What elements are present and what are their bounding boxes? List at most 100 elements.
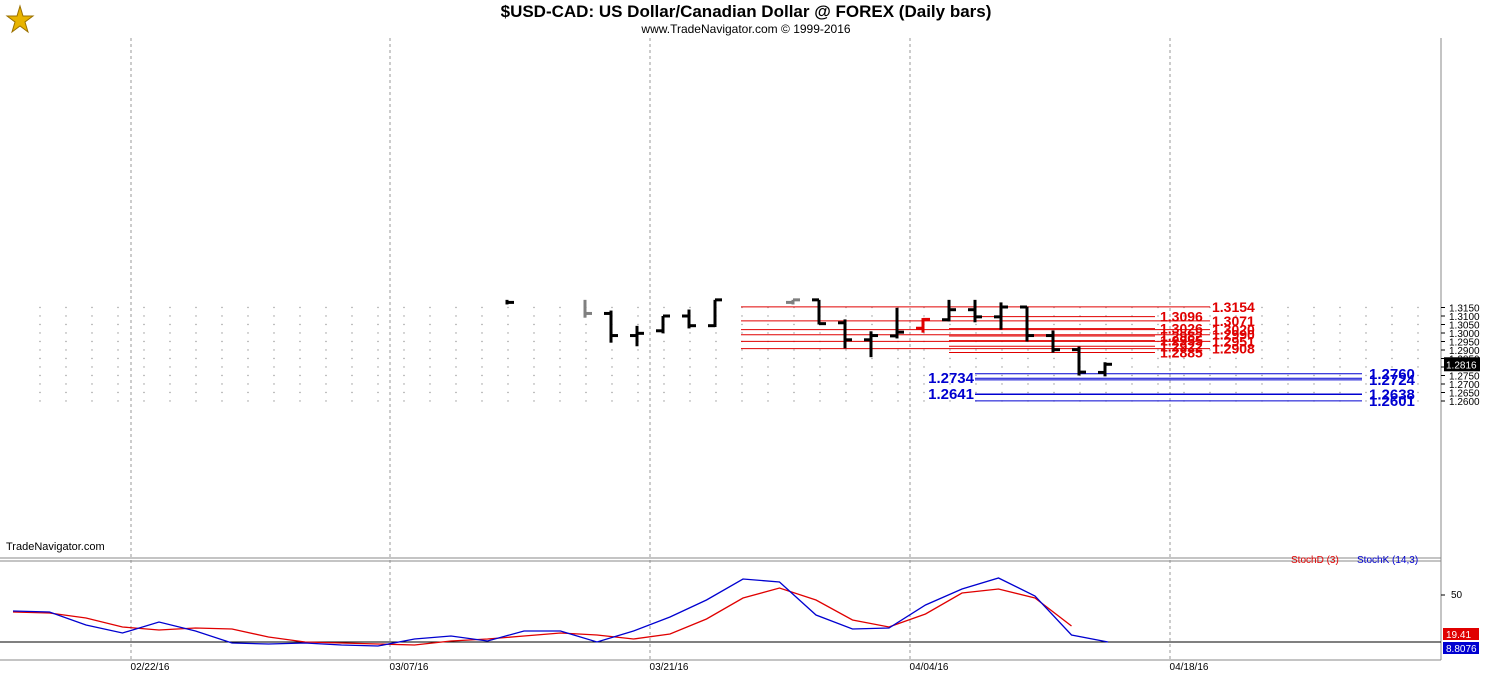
grid-dot — [663, 340, 665, 343]
grid-dot — [429, 306, 431, 309]
grid-dot — [507, 357, 509, 360]
grid-dot — [611, 306, 613, 309]
grid-dot — [1261, 366, 1263, 368]
grid-dot — [507, 332, 509, 334]
grid-dot — [1183, 366, 1185, 368]
grid-dot — [1287, 349, 1289, 351]
grid-dot — [1261, 340, 1263, 343]
grid-dot — [1131, 349, 1133, 351]
grid-dot — [1209, 366, 1211, 368]
grid-dot — [585, 340, 587, 343]
x-tick-label: 04/04/16 — [910, 662, 949, 673]
grid-dot — [351, 332, 353, 334]
grid-dot — [611, 366, 613, 368]
grid-dot — [793, 383, 795, 385]
grid-dot — [91, 340, 93, 343]
grid-dot — [741, 383, 743, 385]
grid-dot — [559, 349, 561, 351]
grid-dot — [663, 349, 665, 351]
stoch-last-label: 19.41 — [1446, 630, 1471, 641]
grid-dot — [273, 323, 275, 326]
grid-dot — [663, 306, 665, 309]
grid-dot — [273, 315, 275, 317]
grid-dot — [715, 349, 717, 351]
grid-dot — [65, 374, 67, 377]
grid-dot — [1183, 323, 1185, 326]
grid-dot — [793, 315, 795, 317]
grid-dot — [1417, 391, 1419, 394]
grid-dot — [559, 400, 561, 402]
grid-dot — [1391, 340, 1393, 343]
grid-dot — [481, 315, 483, 317]
grid-dot — [1287, 340, 1289, 343]
grid-dot — [767, 315, 769, 317]
grid-dot — [351, 357, 353, 360]
grid-dot — [117, 340, 119, 343]
grid-dot — [1391, 374, 1393, 377]
grid-dot — [117, 306, 119, 309]
grid-dot — [1157, 383, 1159, 385]
grid-dot — [897, 391, 899, 394]
grid-dot — [793, 323, 795, 326]
stoch-last-box — [1443, 642, 1479, 654]
grid-dot — [689, 374, 691, 377]
grid-dot — [1339, 323, 1341, 326]
x-tick-label: 02/22/16 — [131, 662, 170, 673]
grid-dot — [221, 383, 223, 385]
grid-dot — [871, 357, 873, 360]
grid-dot — [91, 306, 93, 309]
grid-dot — [923, 357, 925, 360]
grid-dot — [143, 340, 145, 343]
grid-dot — [1209, 349, 1211, 351]
grid-dot — [845, 315, 847, 317]
grid-dot — [897, 349, 899, 351]
grid-dot — [507, 306, 509, 309]
grid-dot — [585, 349, 587, 351]
grid-dot — [741, 374, 743, 377]
grid-dot — [689, 340, 691, 343]
y-tick-label: 1.2950 — [1449, 338, 1480, 349]
grid-dot — [1131, 366, 1133, 368]
grid-dot — [1339, 332, 1341, 334]
grid-dot — [325, 340, 327, 343]
grid-dot — [663, 374, 665, 377]
grid-dot — [195, 374, 197, 377]
grid-dot — [1313, 315, 1315, 317]
grid-dot — [1131, 391, 1133, 394]
grid-dot — [1313, 306, 1315, 309]
grid-dot — [871, 383, 873, 385]
grid-dot — [715, 332, 717, 334]
grid-dot — [169, 315, 171, 317]
grid-dot — [377, 383, 379, 385]
grid-dot — [1053, 391, 1055, 394]
grid-dot — [455, 391, 457, 394]
grid-dot — [299, 374, 301, 377]
grid-dot — [143, 349, 145, 351]
grid-dot — [1391, 349, 1393, 351]
grid-dot — [845, 383, 847, 385]
grid-dot — [1131, 374, 1133, 377]
grid-dot — [1209, 374, 1211, 377]
grid-dot — [1287, 315, 1289, 317]
grid-dot — [325, 366, 327, 368]
grid-dot — [1287, 391, 1289, 394]
grid-dot — [949, 323, 951, 326]
grid-dot — [1417, 332, 1419, 334]
grid-dot — [1027, 357, 1029, 360]
level-label: 1.2951 — [1212, 333, 1255, 349]
grid-dot — [1209, 383, 1211, 385]
grid-dot — [481, 383, 483, 385]
grid-dot — [39, 383, 41, 385]
grid-dot — [1001, 366, 1003, 368]
grid-dot — [403, 315, 405, 317]
grid-dot — [1287, 366, 1289, 368]
grid-dot — [403, 332, 405, 334]
grid-dot — [663, 400, 665, 402]
grid-dot — [247, 323, 249, 326]
grid-dot — [1027, 391, 1029, 394]
grid-dot — [1287, 306, 1289, 309]
grid-dot — [585, 357, 587, 360]
grid-dot — [65, 383, 67, 385]
grid-dot — [221, 357, 223, 360]
grid-dot — [91, 391, 93, 394]
